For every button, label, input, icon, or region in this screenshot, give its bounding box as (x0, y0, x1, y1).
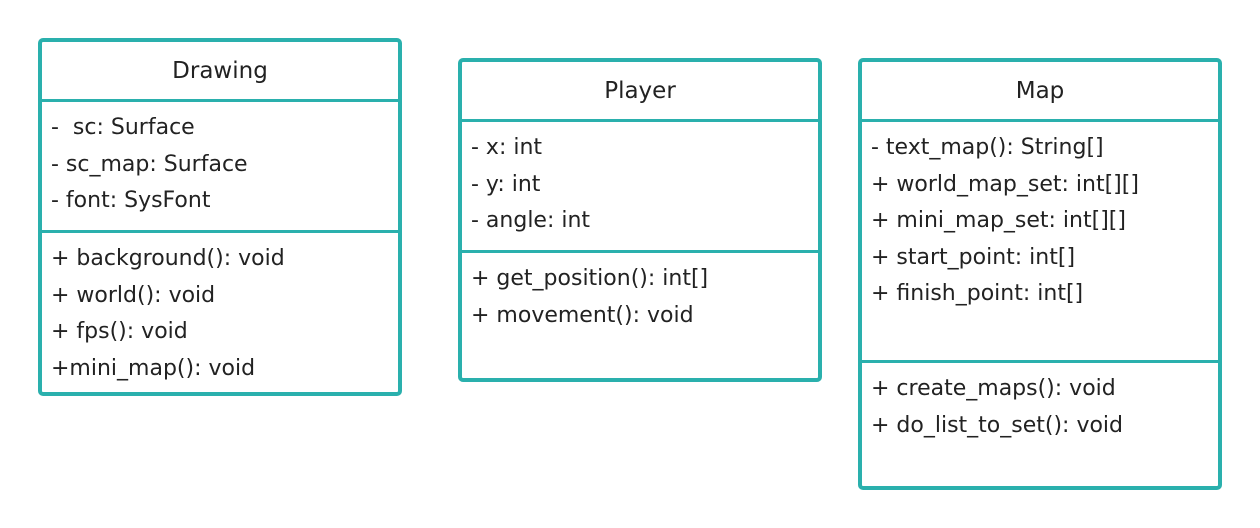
operation: + fps(): void (51, 319, 188, 344)
attributes-section: - text_map(): String[] + world_map_set: … (862, 122, 1218, 363)
attributes-section: - x: int - y: int - angle: int (462, 122, 818, 253)
operations-section: + get_position(): int[] + movement(): vo… (462, 253, 818, 378)
attribute: - font: SysFont (51, 188, 211, 213)
attribute: + mini_map_set: int[][] (871, 208, 1126, 233)
class-drawing: Drawing - sc: Surface - sc_map: Surface … (38, 38, 402, 396)
attribute: - angle: int (471, 208, 591, 233)
attribute: - text_map(): String[] (871, 135, 1104, 160)
attribute: - x: int (471, 135, 543, 160)
operation: +mini_map(): void (51, 355, 256, 381)
attribute: + world_map_set: int[][] (871, 171, 1139, 197)
operations-section: + create_maps(): void + do_list_to_set()… (862, 363, 1218, 486)
operation: + create_maps(): void (871, 376, 1116, 401)
attributes-section: - sc: Surface - sc_map: Surface - font: … (42, 102, 398, 233)
class-map: Map - text_map(): String[] + world_map_s… (858, 58, 1222, 490)
operation: + get_position(): int[] (471, 266, 709, 291)
operation: + do_list_to_set(): void (871, 412, 1124, 438)
operation: + world(): void (51, 282, 216, 308)
class-name: Player (462, 62, 818, 122)
operation: + movement(): void (471, 302, 694, 328)
class-name: Drawing (42, 42, 398, 102)
attribute: - sc: Surface (51, 115, 195, 140)
operations-section: + background(): void + world(): void + f… (42, 233, 398, 392)
attribute: - sc_map: Surface (51, 151, 248, 177)
class-name: Map (862, 62, 1218, 122)
attribute: + finish_point: int[] (871, 281, 1084, 306)
attribute: - y: int (471, 171, 541, 197)
class-player: Player - x: int - y: int - angle: int + … (458, 58, 822, 382)
attribute: + start_point: int[] (871, 244, 1076, 270)
operation: + background(): void (51, 246, 285, 271)
